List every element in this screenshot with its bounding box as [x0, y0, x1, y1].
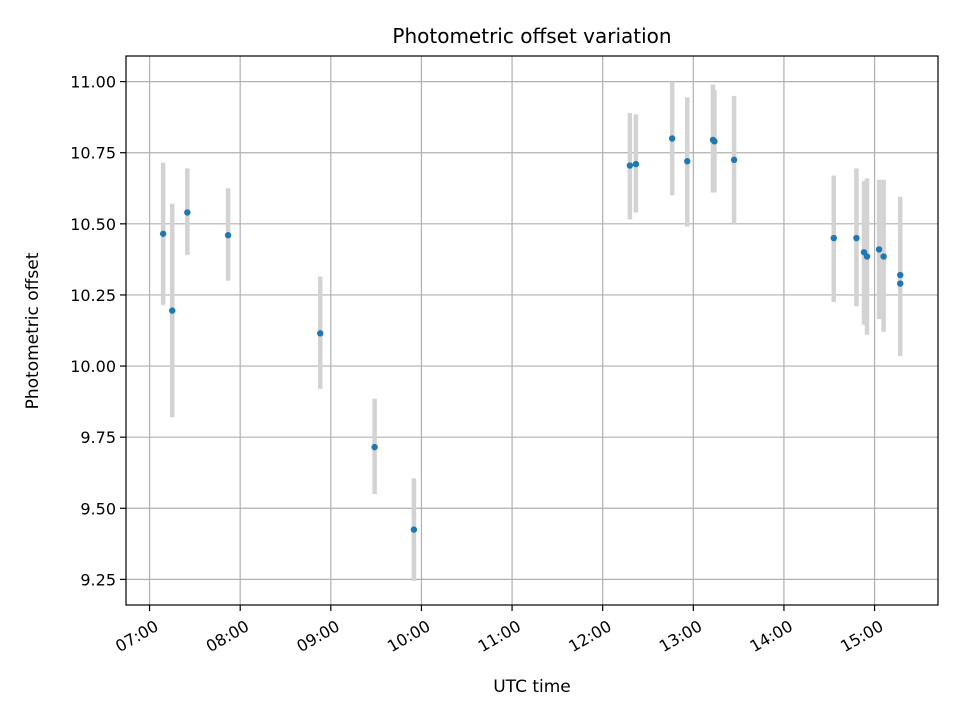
data-point: [711, 138, 718, 145]
y-tick-label: 9.50: [80, 499, 116, 518]
y-tick-label: 10.25: [70, 286, 116, 305]
data-point: [632, 160, 640, 168]
y-tick-label: 9.25: [80, 570, 116, 589]
data-point: [880, 253, 887, 260]
data-point: [875, 246, 883, 253]
data-point: [224, 232, 232, 239]
data-point: [684, 158, 691, 165]
data-point: [317, 330, 324, 337]
data-point: [830, 234, 837, 242]
data-point: [626, 162, 634, 169]
data-point: [853, 234, 860, 242]
y-tick-label: 10.00: [70, 357, 116, 376]
data-points: [159, 135, 904, 533]
y-axis-title: Photometric offset: [23, 252, 43, 409]
plot-frame: [125, 55, 939, 606]
plot-area: [126, 56, 938, 605]
data-point: [410, 526, 418, 533]
data-point: [863, 253, 871, 260]
data-point: [897, 271, 904, 279]
data-point: [159, 230, 167, 237]
data-point: [169, 307, 176, 314]
chart-title: Photometric offset variation: [392, 24, 671, 48]
x-axis-title: UTC time: [493, 677, 571, 697]
data-point: [897, 280, 904, 287]
y-tick-label: 10.75: [70, 144, 116, 163]
data-point: [371, 443, 378, 451]
y-axis-ticks: 9.25 9.50 9.75 10.00 10.25 10.50 10.75 11.00: [70, 73, 126, 589]
grid: [126, 56, 938, 605]
y-tick-label: 11.00: [70, 73, 116, 92]
data-point: [730, 156, 738, 164]
data-point: [668, 135, 676, 142]
y-tick-label: 9.75: [80, 428, 116, 447]
y-tick-label: 10.50: [70, 215, 116, 234]
data-point: [184, 209, 191, 216]
